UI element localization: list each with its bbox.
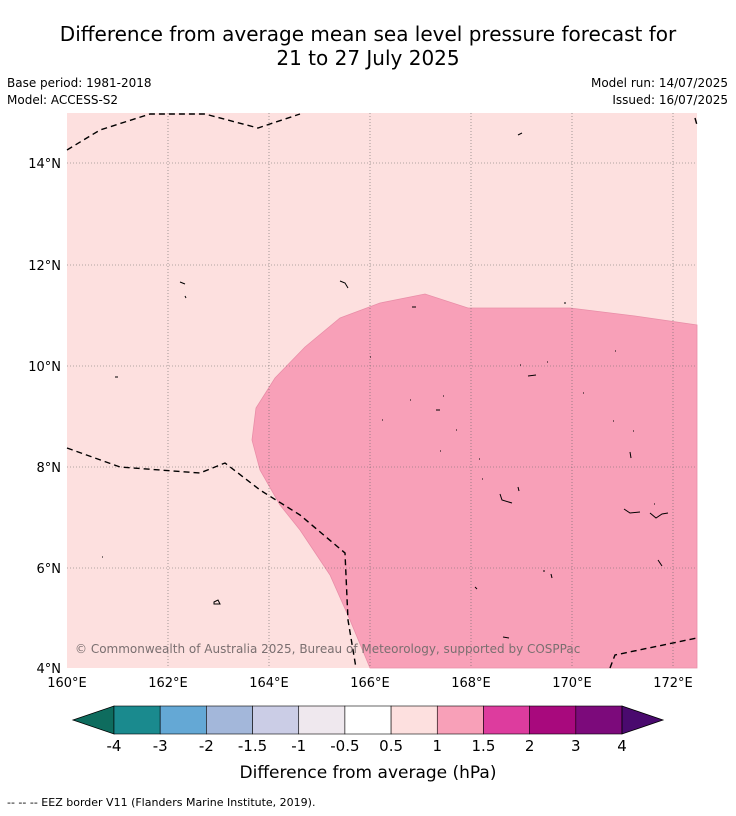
eez-borders bbox=[66, 113, 698, 669]
meta-right: Model run: 14/07/2025 Issued: 16/07/2025 bbox=[591, 75, 728, 109]
issued-date: Issued: 16/07/2025 bbox=[612, 93, 728, 107]
eez-border-east bbox=[609, 637, 698, 669]
map-title: Difference from average mean sea level p… bbox=[0, 22, 736, 70]
colorbar-ticks: -4 -3 -2 -1.5 -1 -0.5 0.5 1 1.5 2 3 4 bbox=[107, 737, 627, 755]
lat-labels: 14°N 12°N 10°N 8°N 6°N 4°N bbox=[28, 157, 61, 677]
colorbar-tick-label: -1 bbox=[291, 737, 306, 755]
colorbar-cell bbox=[483, 705, 530, 735]
lat-label: 6°N bbox=[37, 562, 62, 577]
lon-label: 166°E bbox=[350, 676, 390, 691]
model-run: Model run: 14/07/2025 bbox=[590, 76, 728, 90]
colorbar-cell bbox=[252, 705, 300, 735]
colorbar-cell bbox=[436, 705, 484, 735]
lat-label: 12°N bbox=[28, 259, 61, 274]
lon-labels: 160°E 162°E 164°E 166°E 168°E 170°E 172°… bbox=[47, 676, 693, 691]
colorbar-low-extend bbox=[71, 705, 115, 735]
island bbox=[502, 636, 510, 639]
island bbox=[339, 280, 349, 289]
eez-border-north bbox=[66, 113, 301, 151]
eez-footnote: -- -- -- EEZ border V11 (Flanders Marine… bbox=[7, 796, 316, 809]
island bbox=[657, 559, 663, 567]
island bbox=[550, 573, 553, 579]
colorbar-cells bbox=[113, 705, 623, 735]
island bbox=[517, 486, 520, 492]
lon-label: 164°E bbox=[249, 676, 289, 691]
colorbar-tick-label: 1 bbox=[432, 737, 442, 755]
meta-left: Base period: 1981-2018 Model: ACCESS-S2 bbox=[7, 75, 152, 109]
colorbar-tick-label: 0.5 bbox=[379, 737, 403, 755]
colorbar-tick-label: -3 bbox=[153, 737, 168, 755]
title-line-2: 21 to 27 July 2025 bbox=[276, 46, 460, 70]
colorbar: -4 -3 -2 -1.5 -1 -0.5 0.5 1 1.5 2 3 4 Difference fr… bbox=[71, 705, 665, 783]
colorbar-cell bbox=[390, 705, 438, 735]
colorbar-cell bbox=[159, 705, 207, 735]
colorbar-cell bbox=[529, 705, 577, 735]
island bbox=[499, 493, 513, 504]
colorbar-tick-label: -4 bbox=[107, 737, 122, 755]
colorbar-tick-label: 4 bbox=[617, 737, 627, 755]
island bbox=[184, 295, 187, 299]
lon-label: 162°E bbox=[148, 676, 188, 691]
colorbar-tick-label: 2 bbox=[525, 737, 535, 755]
lat-label: 10°N bbox=[28, 360, 61, 375]
island bbox=[213, 599, 221, 605]
lon-label: 168°E bbox=[451, 676, 491, 691]
islands bbox=[102, 132, 669, 639]
eez-border-ne bbox=[694, 117, 698, 126]
island bbox=[623, 508, 641, 514]
colorbar-cell bbox=[113, 705, 161, 735]
colorbar-tick-label: 3 bbox=[571, 737, 581, 755]
eez-border-west bbox=[66, 447, 357, 669]
lon-label: 170°E bbox=[552, 676, 592, 691]
lon-label: 160°E bbox=[47, 676, 87, 691]
colorbar-high-extend bbox=[621, 705, 665, 735]
island bbox=[629, 451, 632, 459]
base-period: Base period: 1981-2018 bbox=[7, 76, 152, 90]
colorbar-tick-label: -2 bbox=[199, 737, 214, 755]
colorbar-cell bbox=[298, 705, 346, 735]
colorbar-cell bbox=[344, 705, 392, 735]
graticule bbox=[67, 113, 697, 668]
copyright-note: © Commonwealth of Australia 2025, Bureau… bbox=[75, 642, 580, 656]
lat-label: 8°N bbox=[37, 461, 62, 476]
colorbar-tick-label: -0.5 bbox=[330, 737, 359, 755]
lat-label: 14°N bbox=[28, 157, 61, 172]
island bbox=[474, 586, 478, 590]
pressure-anomaly-region bbox=[251, 293, 698, 669]
colorbar-cell bbox=[575, 705, 623, 735]
island bbox=[649, 512, 669, 519]
island bbox=[527, 374, 537, 377]
colorbar-tick-label: -1.5 bbox=[238, 737, 267, 755]
colorbar-cell bbox=[206, 705, 253, 735]
title-line-1: Difference from average mean sea level p… bbox=[59, 22, 677, 46]
island bbox=[179, 281, 186, 285]
lat-label: 4°N bbox=[37, 662, 62, 677]
model-name: Model: ACCESS-S2 bbox=[7, 93, 119, 107]
lon-label: 172°E bbox=[653, 676, 693, 691]
island bbox=[517, 132, 523, 136]
colorbar-tick-label: 1.5 bbox=[472, 737, 496, 755]
colorbar-label: Difference from average (hPa) bbox=[240, 763, 497, 783]
